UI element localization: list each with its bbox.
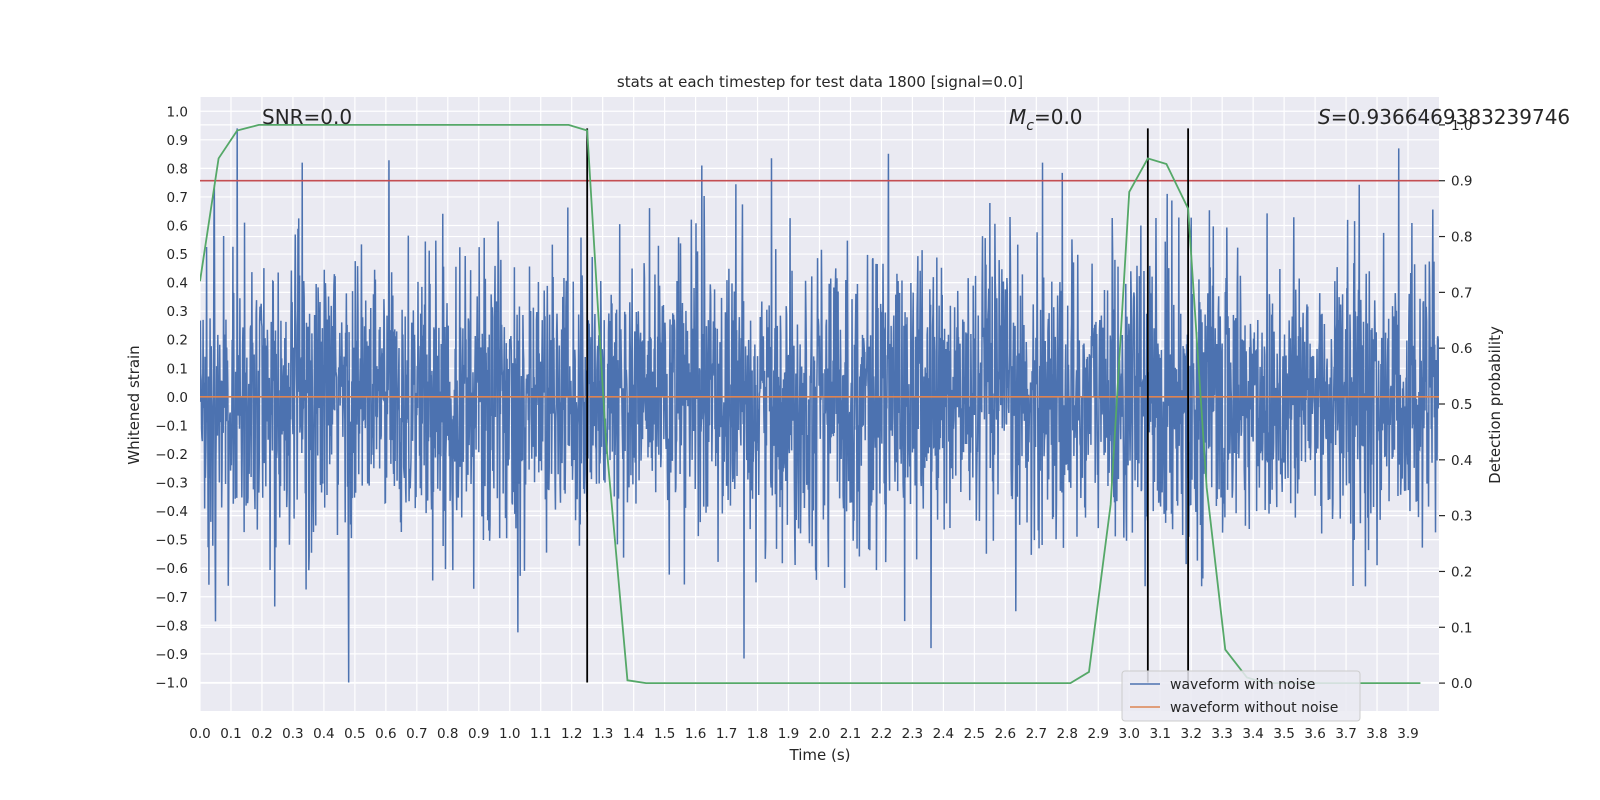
x-tick-label-25: 2.5	[964, 726, 985, 742]
y2-tick-label-2: 0.8	[1451, 230, 1472, 246]
y2-tick-label-9: 0.1	[1451, 620, 1472, 636]
y-axis-label: Whitened strain	[125, 345, 143, 464]
y-tick-label-15: −0.5	[155, 533, 188, 549]
x-tick-label-0: 0.0	[189, 726, 210, 742]
x-tick-label-12: 1.2	[561, 726, 582, 742]
x-tick-label-14: 1.4	[623, 726, 644, 742]
y-tick-label-5: 0.5	[167, 247, 188, 263]
y-tick-label-8: 0.2	[167, 333, 188, 349]
score-symbol: S	[1318, 105, 1331, 129]
y-tick-label-4: 0.6	[167, 219, 188, 235]
legend-label-waveform-without-noise: waveform without noise	[1170, 700, 1338, 716]
x-tick-label-37: 3.7	[1335, 726, 1356, 742]
y2-axis-label: Detection probability	[1486, 326, 1504, 484]
y2-tick-label-6: 0.4	[1451, 453, 1472, 469]
x-tick-label-27: 2.7	[1026, 726, 1047, 742]
x-axis-ticks: 0.0 0.1 0.2 0.3 0.4 0.5 0.6 0.7 0.8 0.9 1.0 1.1 1.2 1…	[189, 726, 1419, 742]
x-tick-label-31: 3.1	[1149, 726, 1170, 742]
chirp-mass-symbol: M	[1009, 105, 1026, 129]
x-tick-label-16: 1.6	[685, 726, 706, 742]
x-tick-label-39: 3.9	[1397, 726, 1418, 742]
x-tick-label-29: 2.9	[1088, 726, 1109, 742]
snr-annotation: SNR=0.0	[262, 105, 352, 129]
y2-tick-label-4: 0.6	[1451, 341, 1472, 357]
x-tick-label-26: 2.6	[995, 726, 1016, 742]
x-tick-label-15: 1.5	[654, 726, 675, 742]
chart-title: stats at each timestep for test data 180…	[617, 73, 1023, 91]
score-value: =0.9366469383239746	[1331, 105, 1570, 129]
y-tick-label-18: −0.8	[155, 618, 188, 634]
y2-axis-ticks: 1.0 0.9 0.8 0.7 0.6 0.5 0.4 0.3 0.2 0.1 0.0	[1439, 118, 1472, 692]
legend-box	[1121, 670, 1361, 722]
y-tick-label-12: −0.2	[155, 447, 188, 463]
y-tick-label-13: −0.3	[155, 476, 188, 492]
x-tick-label-35: 3.5	[1273, 726, 1294, 742]
x-tick-label-3: 0.3	[282, 726, 303, 742]
y-tick-label-14: −0.4	[155, 504, 188, 520]
y-tick-label-2: 0.8	[167, 161, 188, 177]
x-tick-label-11: 1.1	[530, 726, 551, 742]
x-tick-label-9: 0.9	[468, 726, 489, 742]
y2-tick-label-10: 0.0	[1451, 676, 1472, 692]
series-detection-probability	[200, 124, 1421, 684]
y-tick-label-16: −0.6	[155, 561, 188, 577]
x-tick-label-23: 2.3	[902, 726, 923, 742]
x-tick-label-6: 0.6	[375, 726, 396, 742]
y-axis-ticks: 1.0 0.9 0.8 0.7 0.6 0.5 0.4 0.3 0.2 0.1 0.0 −0.1 −0.…	[155, 104, 188, 691]
y-tick-label-7: 0.3	[167, 304, 188, 320]
x-tick-label-1: 0.1	[220, 726, 241, 742]
y-tick-label-1: 0.9	[167, 133, 188, 149]
legend-label-waveform-with-noise: waveform with noise	[1170, 677, 1315, 693]
x-tick-label-17: 1.7	[716, 726, 737, 742]
y-tick-label-19: −0.9	[155, 647, 188, 663]
x-tick-label-36: 3.6	[1304, 726, 1325, 742]
x-tick-label-5: 0.5	[344, 726, 365, 742]
x-tick-label-20: 2.0	[809, 726, 830, 742]
x-axis-label: Time (s)	[789, 746, 851, 764]
x-tick-label-18: 1.8	[747, 726, 768, 742]
x-tick-label-13: 1.3	[592, 726, 613, 742]
y-tick-label-3: 0.7	[167, 190, 188, 206]
y-tick-label-9: 0.1	[167, 361, 188, 377]
x-tick-label-28: 2.8	[1057, 726, 1078, 742]
series-waveform-with-noise	[200, 128, 1439, 683]
x-tick-label-33: 3.3	[1211, 726, 1232, 742]
x-tick-label-19: 1.9	[778, 726, 799, 742]
x-tick-label-21: 2.1	[840, 726, 861, 742]
y2-tick-label-0: 1.0	[1451, 118, 1472, 134]
chirp-mass-annotation: Mc=0.0	[1009, 105, 1083, 134]
legend: waveform with noise waveform without noi…	[1121, 670, 1361, 722]
y2-tick-label-8: 0.2	[1451, 564, 1472, 580]
x-tick-label-8: 0.8	[437, 726, 458, 742]
score-annotation: S=0.9366469383239746	[1318, 105, 1570, 129]
x-tick-label-22: 2.2	[871, 726, 892, 742]
x-tick-label-10: 1.0	[499, 726, 520, 742]
y-tick-label-6: 0.4	[167, 276, 188, 292]
x-tick-label-30: 3.0	[1119, 726, 1140, 742]
x-tick-label-2: 0.2	[251, 726, 272, 742]
y2-tick-label-3: 0.7	[1451, 285, 1472, 301]
y2-tick-label-7: 0.3	[1451, 509, 1472, 525]
y-tick-label-17: −0.7	[155, 590, 188, 606]
x-tick-label-4: 0.4	[313, 726, 334, 742]
chirp-mass-subscript: c	[1026, 118, 1034, 134]
x-tick-label-7: 0.7	[406, 726, 427, 742]
y-tick-label-11: −0.1	[155, 418, 188, 434]
y-tick-label-20: −1.0	[155, 675, 188, 691]
x-tick-label-24: 2.4	[933, 726, 954, 742]
y-tick-label-10: 0.0	[167, 390, 188, 406]
y-tick-label-0: 1.0	[167, 104, 188, 120]
x-tick-label-32: 3.2	[1180, 726, 1201, 742]
y2-tick-label-1: 0.9	[1451, 174, 1472, 190]
x-tick-label-34: 3.4	[1242, 726, 1263, 742]
chirp-mass-value: =0.0	[1034, 105, 1083, 129]
y2-tick-label-5: 0.5	[1451, 397, 1472, 413]
x-tick-label-38: 3.8	[1366, 726, 1387, 742]
